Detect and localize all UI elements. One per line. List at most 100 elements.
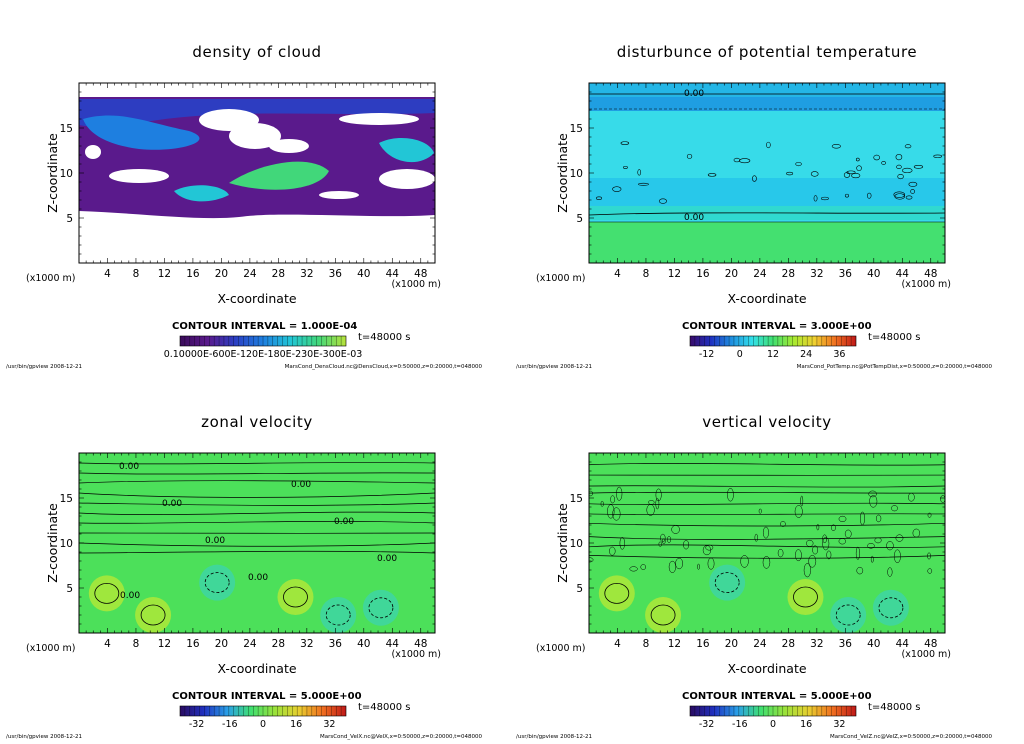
- x-tick-label: 36: [839, 638, 853, 650]
- contour-label: 0.00: [119, 462, 139, 472]
- footer-left: /usr/bin/gpview 2008-12-21: [516, 364, 592, 370]
- colorbar-tick-label: -12: [699, 349, 715, 360]
- field-layer: [79, 83, 435, 263]
- x-tick-label: 20: [215, 268, 228, 280]
- field-layer: [586, 453, 945, 633]
- colorbar-tick-label: -32: [189, 719, 205, 730]
- y-tick-label: 15: [570, 493, 583, 505]
- y-tick-label: 10: [570, 538, 583, 550]
- contour-label: 0.00: [205, 536, 225, 546]
- x-tick-label: 16: [696, 638, 710, 650]
- x-tick-label: 8: [133, 638, 140, 650]
- x-unit-label-right: (x1000 m): [392, 279, 442, 290]
- contour-label: 0.00: [291, 480, 311, 490]
- clear-region: [379, 169, 435, 189]
- footer-right: MarsCond_VelZ.nc@VelZ,x=0:50000,z=0:2000…: [830, 734, 993, 740]
- velocity-cell: [709, 565, 745, 601]
- x-unit-label-right: (x1000 m): [902, 649, 952, 660]
- footer-left: /usr/bin/gpview 2008-12-21: [6, 734, 82, 740]
- colorbar-tick-label: 0: [260, 719, 266, 730]
- footer-right: MarsCond_VelX.nc@VelX,x=0:50000,z=0:2000…: [320, 734, 483, 740]
- colorbar-tick-label: 0: [737, 349, 743, 360]
- y-tick-label: 10: [60, 168, 73, 180]
- x-tick-label: 32: [300, 268, 313, 280]
- x-tick-label: 20: [725, 268, 738, 280]
- colorbar-tick-label: 16: [800, 719, 812, 730]
- y-axis-title: Z-coordinate: [555, 133, 570, 213]
- y-tick-label: 10: [60, 538, 73, 550]
- x-axis-title: X-coordinate: [727, 661, 806, 676]
- x-tick-label: 16: [696, 268, 710, 280]
- velocity-cell: [645, 597, 681, 633]
- x-axis-title: X-coordinate: [217, 291, 296, 306]
- footer-left: /usr/bin/gpview 2008-12-21: [6, 364, 82, 370]
- x-tick-label: 12: [158, 638, 171, 650]
- y-tick-label: 5: [576, 213, 583, 225]
- time-stamp: t=48000 s: [358, 702, 411, 713]
- colorbar-tick-label: 24: [800, 349, 812, 360]
- x-unit-label: (x1000 m): [26, 643, 76, 654]
- colorbar-tick-label: 16: [290, 719, 302, 730]
- field-layer: [79, 453, 435, 633]
- x-tick-label: 36: [329, 638, 343, 650]
- footer-right: MarsCond_DensCloud.nc@DensCloud,x=0:5000…: [285, 364, 483, 370]
- contour-interval: CONTOUR INTERVAL = 1.000E-04: [172, 321, 357, 332]
- y-tick-label: 5: [66, 213, 73, 225]
- contour-label: 0.00: [162, 499, 182, 509]
- x-unit-label: (x1000 m): [26, 273, 76, 284]
- colorbar-tick-label: 32: [323, 719, 335, 730]
- x-tick-label: 32: [810, 638, 823, 650]
- y-axis-title: Z-coordinate: [45, 133, 60, 213]
- y-tick-label: 5: [576, 583, 583, 595]
- velocity-cell: [787, 579, 823, 615]
- velocity-cell: [599, 575, 635, 611]
- x-tick-label: 4: [614, 268, 621, 280]
- y-tick-label: 10: [570, 168, 583, 180]
- time-stamp: t=48000 s: [868, 332, 921, 343]
- colorbar-tick-label: 0.10000E-600E-120E-180E-230E-300E-03: [164, 349, 363, 360]
- lower-layer: [589, 222, 945, 263]
- contour-interval: CONTOUR INTERVAL = 3.000E+00: [682, 321, 872, 332]
- y-tick-label: 15: [570, 123, 583, 135]
- x-tick-label: 36: [839, 268, 853, 280]
- x-tick-label: 28: [272, 268, 285, 280]
- contour-label: 0.00: [684, 213, 704, 223]
- clear-region: [269, 139, 309, 153]
- x-tick-label: 8: [643, 268, 650, 280]
- y-tick-label: 15: [60, 123, 73, 135]
- y-axis-title: Z-coordinate: [45, 503, 60, 583]
- clear-region: [319, 191, 359, 199]
- chart-title: density of cloud: [192, 43, 321, 61]
- x-tick-label: 28: [782, 638, 795, 650]
- x-tick-label: 16: [186, 638, 200, 650]
- contour-interval: CONTOUR INTERVAL = 5.000E+00: [682, 691, 872, 702]
- clear-region: [109, 169, 169, 183]
- contour-interval: CONTOUR INTERVAL = 5.000E+00: [172, 691, 362, 702]
- x-tick-label: 40: [357, 638, 370, 650]
- chart-panel-2: disturbunce of potential temperature0.00…: [516, 43, 992, 370]
- contour-label: 0.00: [377, 554, 397, 564]
- contour-label: 0.00: [120, 591, 140, 601]
- x-tick-label: 32: [810, 268, 823, 280]
- x-tick-label: 8: [133, 268, 140, 280]
- velocity-cell: [277, 579, 313, 615]
- contour-label: 0.00: [334, 517, 354, 527]
- y-tick-label: 5: [66, 583, 73, 595]
- mid-layer: [589, 178, 945, 206]
- colorbar-tick-label: -32: [699, 719, 715, 730]
- chart-title: zonal velocity: [201, 413, 313, 431]
- x-tick-label: 24: [753, 268, 767, 280]
- velocity-cell: [873, 590, 909, 626]
- x-tick-label: 4: [104, 638, 111, 650]
- x-tick-label: 24: [753, 638, 767, 650]
- x-axis-title: X-coordinate: [217, 661, 296, 676]
- x-tick-label: 12: [668, 638, 681, 650]
- clear-region: [339, 113, 419, 125]
- y-tick-label: 15: [60, 493, 73, 505]
- x-tick-label: 4: [614, 638, 621, 650]
- time-stamp: t=48000 s: [868, 702, 921, 713]
- velocity-cell: [135, 597, 171, 633]
- velocity-cell: [830, 597, 866, 633]
